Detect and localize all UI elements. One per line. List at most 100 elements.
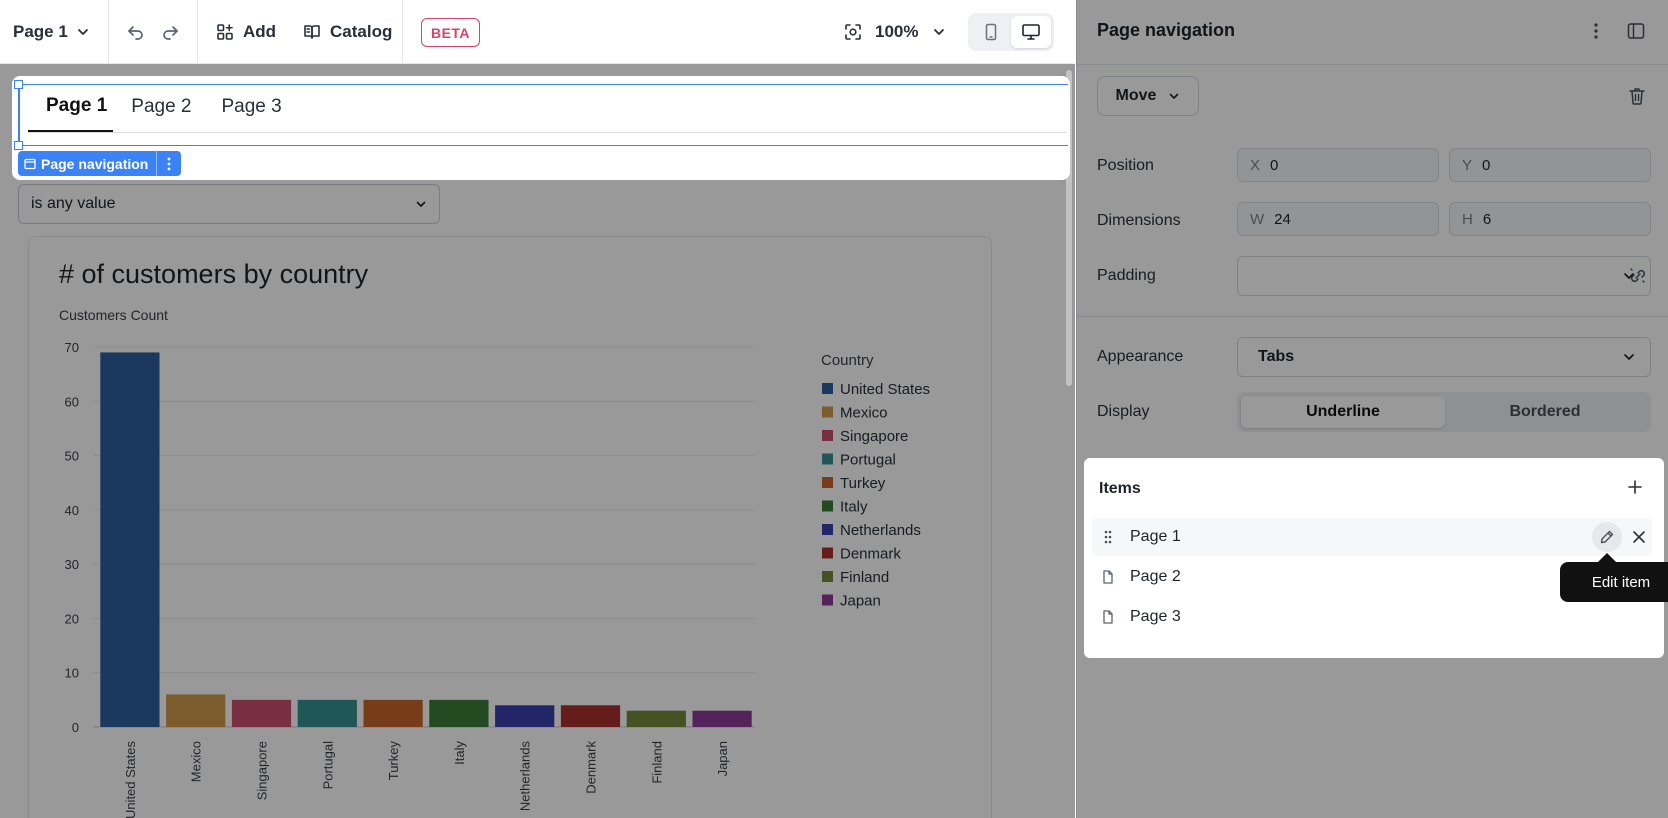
legend-entry: Netherlands — [840, 522, 921, 539]
list-item[interactable]: Page 3 — [1092, 598, 1652, 636]
tabs-underline — [28, 132, 1066, 133]
list-item[interactable]: Page 1 — [1092, 518, 1652, 556]
edit-item-button[interactable] — [1592, 522, 1622, 552]
y-tick-label: 30 — [65, 557, 79, 572]
legend-swatch — [822, 524, 833, 535]
window-icon — [24, 158, 36, 170]
item-label: Page 1 — [1130, 528, 1181, 545]
more-vertical-icon[interactable] — [1593, 22, 1599, 40]
mobile-icon — [983, 23, 999, 41]
x-tick-label: Netherlands — [518, 741, 533, 812]
selection-frame — [18, 84, 1068, 146]
add-button[interactable]: Add — [215, 14, 276, 50]
padding-select[interactable] — [1237, 256, 1651, 296]
y-tick-label: 20 — [65, 611, 79, 626]
filter-select[interactable]: is any value — [18, 184, 440, 224]
redo-button[interactable] — [160, 14, 180, 50]
list-item[interactable]: Page 2 — [1092, 558, 1652, 596]
zoom-focus-icon — [843, 22, 863, 42]
y-tick-label: 40 — [65, 503, 79, 518]
catalog-button[interactable]: Catalog — [302, 14, 392, 50]
legend-entry: United States — [840, 381, 930, 398]
x-tick-label: United States — [123, 741, 138, 818]
component-label[interactable]: Page navigation — [18, 151, 182, 176]
legend-entry: Japan — [840, 593, 881, 610]
chart-title: # of customers by country — [59, 259, 369, 289]
position-x-field[interactable]: X 0 — [1237, 148, 1439, 182]
legend-entry: Mexico — [840, 405, 888, 422]
y-tick-label: 0 — [72, 720, 79, 735]
legend-swatch — [822, 594, 833, 606]
redo-icon — [160, 22, 180, 42]
y-value: 0 — [1482, 156, 1491, 174]
edit-item-tooltip: Edit item — [1560, 562, 1668, 602]
legend-entry: Denmark — [840, 546, 901, 563]
add-label: Add — [243, 22, 277, 41]
drag-handle-icon[interactable] — [1094, 529, 1122, 545]
resize-handle-bottom-left[interactable] — [14, 141, 23, 150]
desktop-icon — [1021, 23, 1041, 41]
page-selector[interactable]: Page 1 — [13, 14, 90, 50]
file-icon — [1094, 610, 1122, 624]
component-more-button[interactable] — [157, 151, 181, 176]
chevron-down-icon — [1622, 269, 1636, 283]
mobile-view-button[interactable] — [971, 16, 1011, 48]
tab-page-1[interactable]: Page 1 — [28, 90, 114, 132]
tab-page-3[interactable]: Page 3 — [221, 96, 282, 117]
position-y-field[interactable]: Y 0 — [1449, 148, 1651, 182]
undo-icon — [126, 22, 146, 42]
filter-value: is any value — [31, 195, 116, 212]
chevron-down-icon — [76, 25, 90, 39]
y-axis-label: Customers Count — [59, 307, 168, 323]
desktop-view-button[interactable] — [1011, 16, 1051, 48]
canvas-scrollbar[interactable] — [1066, 70, 1072, 386]
appearance-select[interactable]: Tabs — [1237, 337, 1651, 377]
tab-page-2[interactable]: Page 2 — [131, 96, 192, 117]
display-option-underline[interactable]: Underline — [1241, 396, 1445, 428]
w-prefix: W — [1250, 210, 1265, 228]
chevron-down-icon — [1168, 90, 1180, 102]
add-item-button[interactable] — [1626, 478, 1644, 496]
bar — [626, 710, 686, 727]
more-vertical-icon — [167, 157, 171, 171]
legend-swatch — [822, 406, 833, 418]
appearance-value: Tabs — [1258, 348, 1295, 365]
h-value: 6 — [1482, 210, 1492, 228]
y-tick-label: 70 — [65, 340, 79, 355]
move-button[interactable]: Move — [1097, 76, 1199, 116]
bar-chart: Customers Count 0 10 20 30 40 50 60 70 United Sta… — [59, 307, 930, 818]
zoom-control[interactable]: 100% — [843, 14, 946, 50]
remove-item-button[interactable] — [1624, 522, 1654, 552]
padding-label: Padding — [1097, 267, 1156, 284]
legend-swatch — [822, 383, 833, 394]
chevron-down-icon — [932, 25, 946, 39]
x-tick-label: Singapore — [255, 741, 270, 800]
sidebar-toggle-icon[interactable] — [1627, 22, 1645, 40]
unlink-icon[interactable] — [1628, 266, 1648, 286]
resize-handle-top-left[interactable] — [14, 80, 23, 89]
legend-swatch — [822, 547, 833, 559]
add-widget-icon — [215, 22, 235, 42]
dimensions-label: Dimensions — [1097, 212, 1181, 229]
x-tick-label: Portugal — [320, 741, 335, 790]
x-tick-label: Mexico — [189, 741, 204, 782]
chart-card[interactable]: # of customers by country Customers Coun… — [28, 236, 992, 818]
page-navigation-component[interactable]: Page 1 Page 2 Page 3 Page navigation — [12, 76, 1070, 180]
bar — [166, 694, 226, 727]
height-field[interactable]: H 6 — [1449, 202, 1651, 236]
display-option-bordered[interactable]: Bordered — [1509, 403, 1581, 420]
chevron-down-icon — [415, 198, 427, 210]
x-prefix: X — [1250, 156, 1261, 174]
item-label: Page 2 — [1130, 568, 1181, 585]
w-value: 24 — [1274, 210, 1291, 228]
legend-swatch — [822, 571, 833, 582]
width-field[interactable]: W 24 — [1237, 202, 1439, 236]
bar — [363, 699, 423, 727]
legend-swatch — [822, 477, 833, 488]
x-tick-label: Finland — [649, 741, 664, 784]
display-segmented-control: Underline Bordered — [1237, 392, 1651, 432]
beta-badge: BETA — [421, 18, 480, 47]
trash-icon[interactable] — [1628, 86, 1646, 106]
panel-title: Page navigation — [1097, 20, 1236, 40]
undo-button[interactable] — [126, 14, 146, 50]
